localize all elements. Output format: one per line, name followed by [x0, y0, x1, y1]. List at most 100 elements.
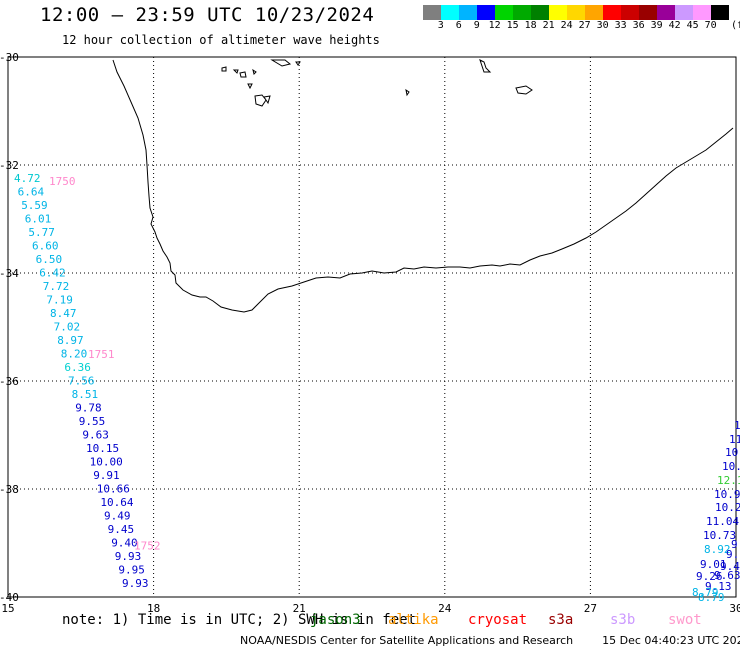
wave-height-label: 8.92 — [704, 543, 731, 556]
latitude-tick-label: -32 — [0, 159, 19, 172]
latitude-tick-label: -34 — [0, 267, 19, 280]
wave-height-label: 4.72 — [14, 172, 41, 185]
longitude-tick-label: 24 — [438, 602, 452, 615]
color-scale-tick: 12 — [488, 20, 501, 31]
wave-height-label: 9.63 — [82, 429, 109, 442]
wave-height-label: 6.42 — [39, 267, 65, 280]
legend-item-swot: swot — [668, 612, 702, 628]
wave-height-label: 6.64 — [18, 186, 45, 199]
longitude-tick-label: 30 — [729, 602, 740, 615]
wave-height-label: 1 — [734, 419, 740, 432]
wave-height-label: 6.01 — [25, 213, 52, 226]
wave-height-label: 9.44 — [720, 560, 740, 573]
wave-height-label: 10.00 — [90, 456, 123, 469]
wave-height-label: 8.79 — [698, 591, 725, 604]
latitude-tick-label: -36 — [0, 375, 19, 388]
wave-height-label: 11 — [729, 433, 740, 446]
wave-height-label: 10. — [725, 446, 740, 459]
color-swatch — [549, 5, 567, 20]
color-scale-tick: 42 — [668, 20, 681, 31]
wave-height-label: 9.93 — [115, 550, 142, 563]
map-subtitle: 12 hour collection of altimeter wave hei… — [62, 33, 380, 47]
wave-height-label: 8.51 — [72, 388, 99, 401]
coastline-africa — [112, 59, 734, 313]
wave-height-label: 8.47 — [50, 307, 77, 320]
color-swatch — [495, 5, 513, 20]
wave-height-label: 9.01 — [700, 558, 727, 571]
wave-height-label: 6.50 — [36, 253, 63, 266]
credit-line: NOAA/NESDIS Center for Satellite Applica… — [240, 634, 740, 647]
wave-height-label: 10.64 — [100, 496, 133, 509]
wave-height-label: 10.73 — [703, 529, 736, 542]
wave-height-label: 8.20 — [61, 348, 88, 361]
wave-height-label: 9.45 — [108, 523, 135, 536]
longitude-tick-label: 27 — [584, 602, 597, 615]
wave-height-label: 9.40 — [111, 537, 138, 550]
wave-height-label: 9.55 — [79, 415, 106, 428]
color-swatch — [477, 5, 495, 20]
wave-height-label: 10.4 — [722, 460, 740, 473]
wave-height-label: 9.91 — [93, 469, 120, 482]
wave-height-label: 6.36 — [64, 361, 91, 374]
coastline — [112, 59, 734, 313]
credit-timestamp: 15 Dec 04:40:23 UTC 2024 — [602, 634, 740, 647]
latitude-tick-label: -30 — [0, 51, 19, 64]
island-outline — [221, 59, 533, 107]
track-time-label: 1751 — [88, 348, 115, 361]
wave-height-label: 10.92 — [714, 488, 740, 501]
track-time-label: 1750 — [49, 175, 76, 188]
wave-height-label: 9.95 — [118, 564, 144, 577]
legend-item-altika: altika — [388, 612, 439, 628]
legend-item-jason3: jason3 — [310, 612, 361, 628]
color-scale-tick: 15 — [506, 20, 519, 31]
wave-height-label: 5.59 — [21, 199, 48, 212]
color-scale-tick: 6 — [455, 20, 462, 31]
credit-org: NOAA/NESDIS Center for Satellite Applica… — [240, 634, 574, 647]
wave-height-label: 7.02 — [54, 321, 81, 334]
color-scale-tick: 30 — [596, 20, 609, 31]
color-swatch — [621, 5, 639, 20]
longitude-tick-label: 18 — [147, 602, 160, 615]
wave-height-label: 12.1 — [717, 474, 740, 487]
color-swatch — [711, 5, 729, 20]
latitude-tick-label: -40 — [0, 591, 19, 604]
color-swatch — [423, 5, 441, 20]
color-swatch — [531, 5, 549, 20]
color-swatch — [441, 5, 459, 20]
longitude-tick-label: 15 — [1, 602, 14, 615]
wave-height-label: 10.66 — [97, 483, 130, 496]
legend-item-cryosat: cryosat — [468, 612, 528, 628]
color-swatch — [693, 5, 711, 20]
legend-item-s3b: s3b — [610, 612, 636, 628]
wave-height-label: 10.15 — [86, 442, 119, 455]
latitude-tick-label: -38 — [0, 483, 19, 496]
wave-height-label: 9.49 — [104, 510, 131, 523]
wave-height-label: 8.97 — [57, 334, 83, 347]
color-scale-tick: 39 — [650, 20, 663, 31]
wave-height-label: 6.60 — [32, 240, 59, 253]
wave-height-label: 7.72 — [43, 280, 70, 293]
wave-height-label: 7.19 — [46, 294, 73, 307]
color-scale-tick: 45 — [686, 20, 699, 31]
color-scale-tick: 36 — [632, 20, 645, 31]
color-swatch — [639, 5, 657, 20]
graticule-grid — [8, 57, 736, 597]
map-border — [7, 56, 737, 598]
map-title: 12:00 – 23:59 UTC 10/23/2024 — [40, 4, 375, 26]
wave-height-label: 9. — [731, 538, 740, 551]
color-scale-tick: 70 — [704, 20, 717, 31]
track-time-label: 1752 — [134, 540, 161, 553]
color-swatch — [513, 5, 531, 20]
wave-height-label: 5.77 — [28, 226, 55, 239]
color-swatch — [675, 5, 693, 20]
color-swatch — [567, 5, 585, 20]
wave-height-label: 9.93 — [122, 577, 149, 590]
color-scale-tick: 9 — [473, 20, 480, 31]
legend-item-s3a: s3a — [548, 612, 574, 628]
map-frame — [7, 56, 737, 598]
longitude-tick-label: 21 — [293, 602, 306, 615]
color-swatch — [603, 5, 621, 20]
color-scale-tick: 24 — [560, 20, 573, 31]
